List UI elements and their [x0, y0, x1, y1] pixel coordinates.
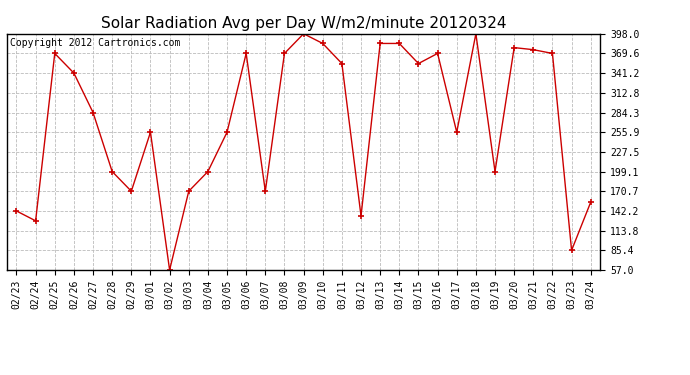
Text: Copyright 2012 Cartronics.com: Copyright 2012 Cartronics.com — [10, 39, 180, 48]
Title: Solar Radiation Avg per Day W/m2/minute 20120324: Solar Radiation Avg per Day W/m2/minute … — [101, 16, 506, 31]
